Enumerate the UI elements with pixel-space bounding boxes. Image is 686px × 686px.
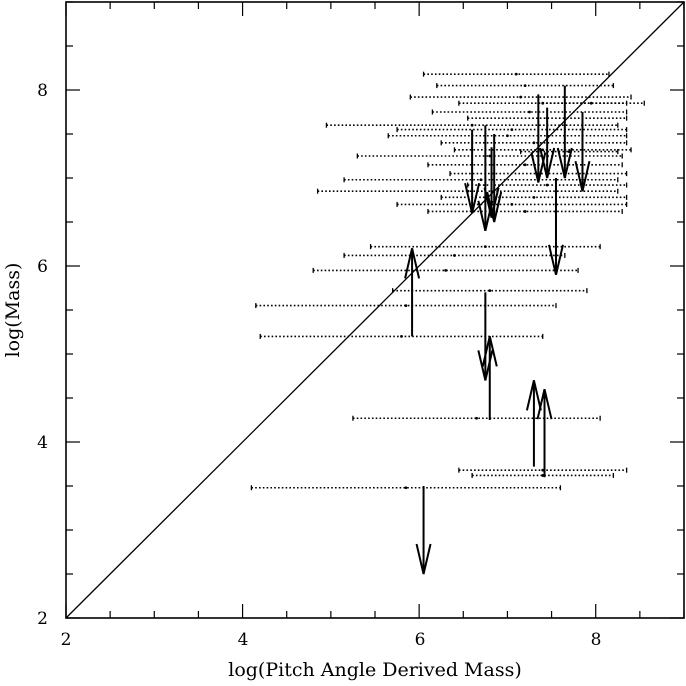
data-point [514, 72, 518, 76]
data-point [510, 128, 514, 132]
data-point [541, 474, 545, 477]
data-point [523, 84, 527, 87]
data-point [541, 468, 545, 472]
limit-arrow-head [481, 336, 498, 367]
data-point [589, 101, 593, 105]
limit-arrow-head [525, 380, 542, 411]
x-tick-label: 8 [591, 630, 602, 650]
data-point [541, 148, 545, 152]
limit-arrow-head [536, 388, 553, 420]
data-point [510, 203, 514, 206]
one-to-one-line [65, 1, 685, 619]
y-tick-label: 4 [37, 433, 48, 453]
data-point [470, 123, 474, 127]
data-point [506, 134, 509, 138]
data-point [545, 183, 549, 187]
y-tick-label: 6 [37, 257, 48, 277]
data-point [404, 304, 408, 307]
data-point [519, 95, 523, 99]
limit-arrow-head [574, 160, 591, 192]
data-point [400, 335, 403, 338]
minor-ticks [66, 1, 685, 618]
y-tick-label: 2 [37, 609, 48, 629]
y-axis-title: log(Mass) [2, 263, 24, 358]
limit-arrow-head [539, 147, 556, 179]
data-point [453, 254, 456, 257]
x-tick-label: 6 [415, 630, 426, 650]
x-tick-label: 4 [238, 630, 249, 650]
data-point [532, 141, 536, 145]
data-point [444, 269, 448, 272]
y-tick-label: 8 [37, 81, 48, 101]
data-point [404, 486, 408, 490]
data-point [523, 163, 527, 167]
x-axis-title: log(Pitch Angle Derived Mass) [228, 659, 522, 681]
data-point [528, 110, 531, 114]
error-bars [250, 71, 645, 491]
limit-arrows [404, 85, 591, 575]
plot-frame [65, 1, 685, 619]
data-point [523, 210, 527, 213]
data-point [541, 101, 545, 105]
data-point [488, 154, 492, 158]
x-tick-label: 2 [61, 630, 72, 650]
data-point [475, 416, 478, 420]
limit-arrow-head [486, 191, 503, 223]
data-point [483, 245, 487, 249]
limit-arrow-head [415, 543, 432, 575]
limit-arrow-head [548, 244, 564, 276]
data-point [532, 195, 536, 199]
data-point [479, 178, 483, 182]
data-point [488, 289, 492, 293]
limit-arrow-head [556, 147, 573, 179]
